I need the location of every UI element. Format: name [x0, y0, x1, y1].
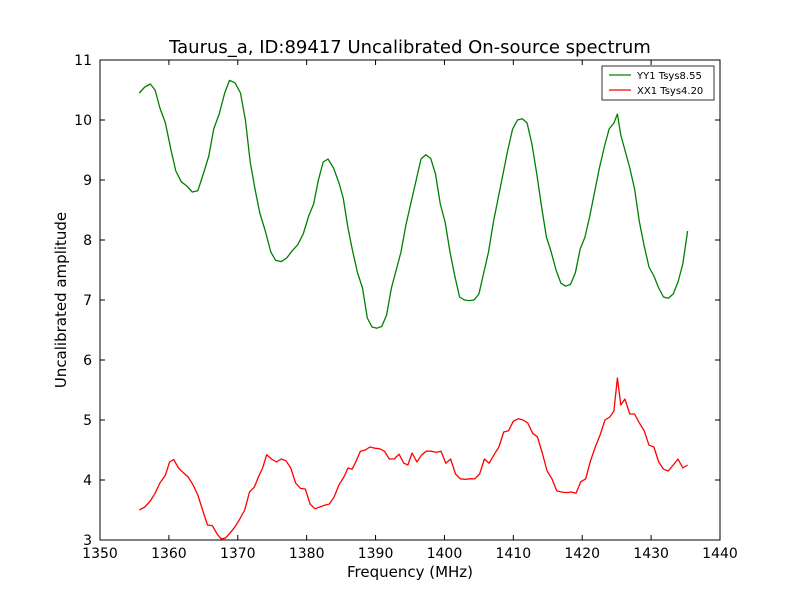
x-tick-label: 1400 — [427, 546, 463, 562]
x-tick-label: 1390 — [358, 546, 394, 562]
ticks-layer: 1350 1360 1370 1380 1390 1400 1410 1420 1430 1440… — [74, 53, 738, 562]
series-line-xx1 — [138, 377, 688, 540]
x-tick-label: 1410 — [496, 546, 532, 562]
x-tick-label: 1420 — [564, 546, 600, 562]
x-tick-label: 1380 — [289, 546, 325, 562]
series-line-yy1 — [138, 79, 689, 329]
legend: YY1 Tsys8.55 XX1 Tsys4.20 — [601, 65, 715, 101]
y-tick-label: 3 — [83, 533, 92, 549]
chart-title: Taurus_a, ID:89417 Uncalibrated On-sourc… — [168, 37, 651, 58]
y-tick-label: 10 — [74, 113, 92, 129]
y-tick-label: 8 — [83, 233, 92, 249]
x-tick-label: 1370 — [220, 546, 256, 562]
x-tick-label: 1430 — [633, 546, 669, 562]
y-tick-label: 5 — [83, 413, 92, 429]
legend-label-xx1: XX1 Tsys4.20 — [637, 86, 703, 97]
plot-area — [100, 60, 720, 540]
x-tick-label: 1440 — [702, 546, 738, 562]
legend-label-yy1: YY1 Tsys8.55 — [636, 71, 702, 82]
y-tick-label: 7 — [83, 293, 92, 309]
y-tick-label: 6 — [83, 353, 92, 369]
x-tick-label: 1360 — [151, 546, 187, 562]
x-tick-label: 1350 — [82, 546, 118, 562]
x-axis-label: Frequency (MHz) — [347, 563, 473, 581]
y-axis-label: Uncalibrated amplitude — [52, 212, 70, 388]
y-tick-label: 9 — [83, 173, 92, 189]
legend-box — [601, 65, 715, 101]
y-tick-label: 4 — [83, 473, 92, 489]
series-layer — [138, 79, 689, 540]
y-tick-label: 11 — [74, 53, 92, 69]
